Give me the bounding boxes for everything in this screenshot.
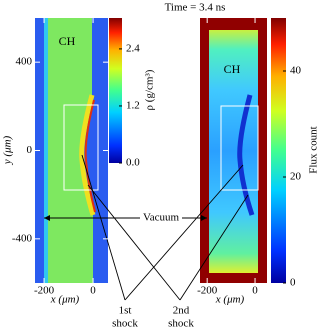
colorbar xyxy=(271,18,286,283)
x-axis-label: x (μm) xyxy=(215,294,245,306)
annotation: 2nd xyxy=(173,305,190,317)
flux-image xyxy=(200,18,267,283)
annotation: 1st xyxy=(119,305,132,317)
x-tick-label: 0 xyxy=(90,285,96,297)
colorbar-tick-label: 1.2 xyxy=(126,99,140,111)
annotation: shock xyxy=(168,318,194,330)
x-tick-label: 0 xyxy=(252,285,258,297)
label-background xyxy=(140,212,182,225)
panel-label: CH xyxy=(59,34,76,48)
annotation-arrows xyxy=(44,154,249,301)
y-tick-label: 0 xyxy=(27,144,33,156)
y-tick-label: 400 xyxy=(16,56,33,68)
colorbar-tick-label: 40 xyxy=(290,65,302,77)
colorbar-tick-label: 2.4 xyxy=(126,42,140,54)
x-axis-label: x (μm) xyxy=(50,294,80,306)
y-axis-label: y (μm) xyxy=(2,135,14,165)
x-tick-label: -200 xyxy=(34,285,55,297)
annotation: Vacuum xyxy=(143,212,179,224)
colorbar-label: ρ (g/cm³) xyxy=(144,69,156,110)
density-image xyxy=(35,18,108,283)
panel-label: CH xyxy=(224,62,241,76)
title: Time = 3.4 ns xyxy=(165,2,226,14)
colorbar xyxy=(109,18,122,163)
colorbar-tick-label: 20 xyxy=(290,171,302,183)
x-tick-label: -200 xyxy=(197,285,218,297)
annotation: shock xyxy=(112,318,138,330)
colorbar-label: Flux count xyxy=(308,126,320,173)
y-tick-label: -400 xyxy=(12,232,33,244)
colorbar-tick-label: 0 xyxy=(290,277,296,289)
colorbar-tick-label: 0.0 xyxy=(126,157,140,169)
